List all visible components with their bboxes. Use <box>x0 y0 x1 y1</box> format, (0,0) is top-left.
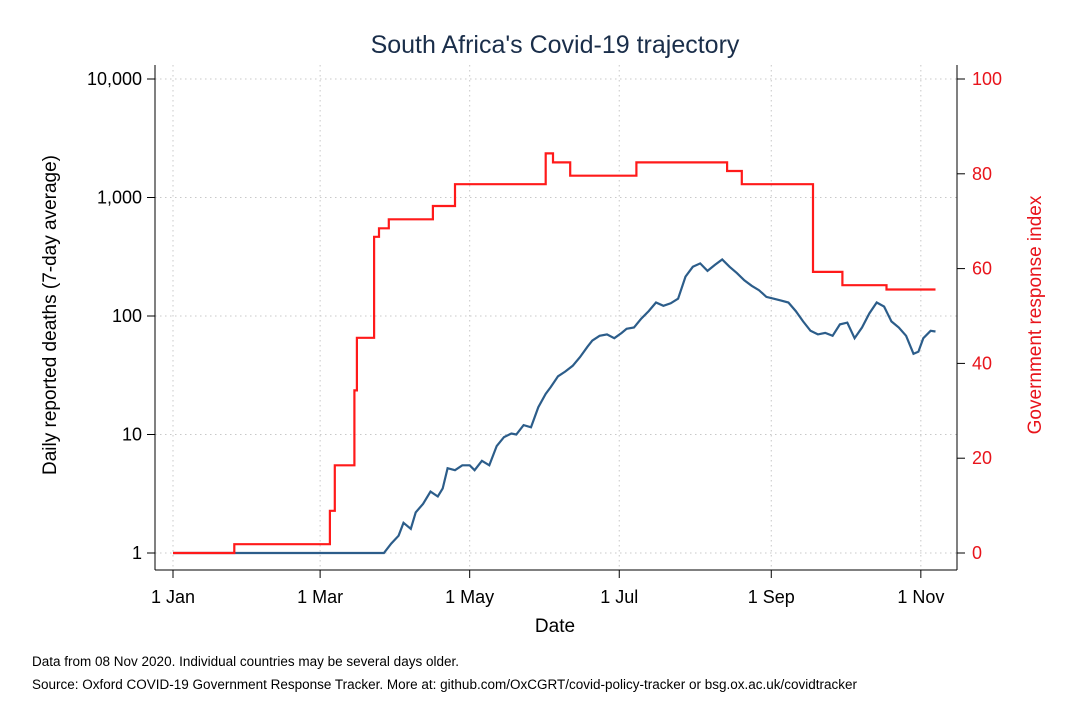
x-axis-label: Date <box>535 616 575 637</box>
x-tick-label: 1 Jul <box>600 587 638 607</box>
x-tick-label: 1 Nov <box>897 587 944 607</box>
source-note: Source: Oxford COVID-19 Government Respo… <box>32 677 858 692</box>
data-date-note: Data from 08 Nov 2020. Individual countr… <box>32 654 459 669</box>
y2-tick-label: 80 <box>972 164 992 184</box>
series-layer <box>173 152 936 555</box>
axes: 1 Jan 1 Mar 1 May 1 Jul 1 Sep 1 Nov 1 10 100 1,00… <box>87 65 1002 607</box>
y-tick-label: 10,000 <box>87 69 142 89</box>
y2-tick-label: 100 <box>972 69 1002 89</box>
y2-tick-label: 20 <box>972 448 992 468</box>
x-tick-label: 1 Mar <box>297 587 343 607</box>
y-axis-label: Daily reported deaths (7-day average) <box>40 155 61 475</box>
chart-title: South Africa's Covid-19 trajectory <box>371 31 740 59</box>
x-tick-label: 1 Jan <box>151 587 195 607</box>
y-tick-label: 100 <box>112 306 142 326</box>
y2-tick-label: 60 <box>972 259 992 279</box>
y-tick-label: 10 <box>122 425 142 445</box>
x-tick-label: 1 Sep <box>748 587 795 607</box>
y2-tick-label: 0 <box>972 543 982 563</box>
y-tick-label: 1,000 <box>97 188 142 208</box>
deaths-line <box>173 258 936 555</box>
response-index-line <box>173 152 936 555</box>
x-tick-label: 1 May <box>445 587 494 607</box>
y2-axis-label: Government response index <box>1025 195 1046 434</box>
y2-tick-label: 40 <box>972 353 992 373</box>
y-tick-label: 1 <box>132 543 142 563</box>
grid <box>155 65 957 570</box>
